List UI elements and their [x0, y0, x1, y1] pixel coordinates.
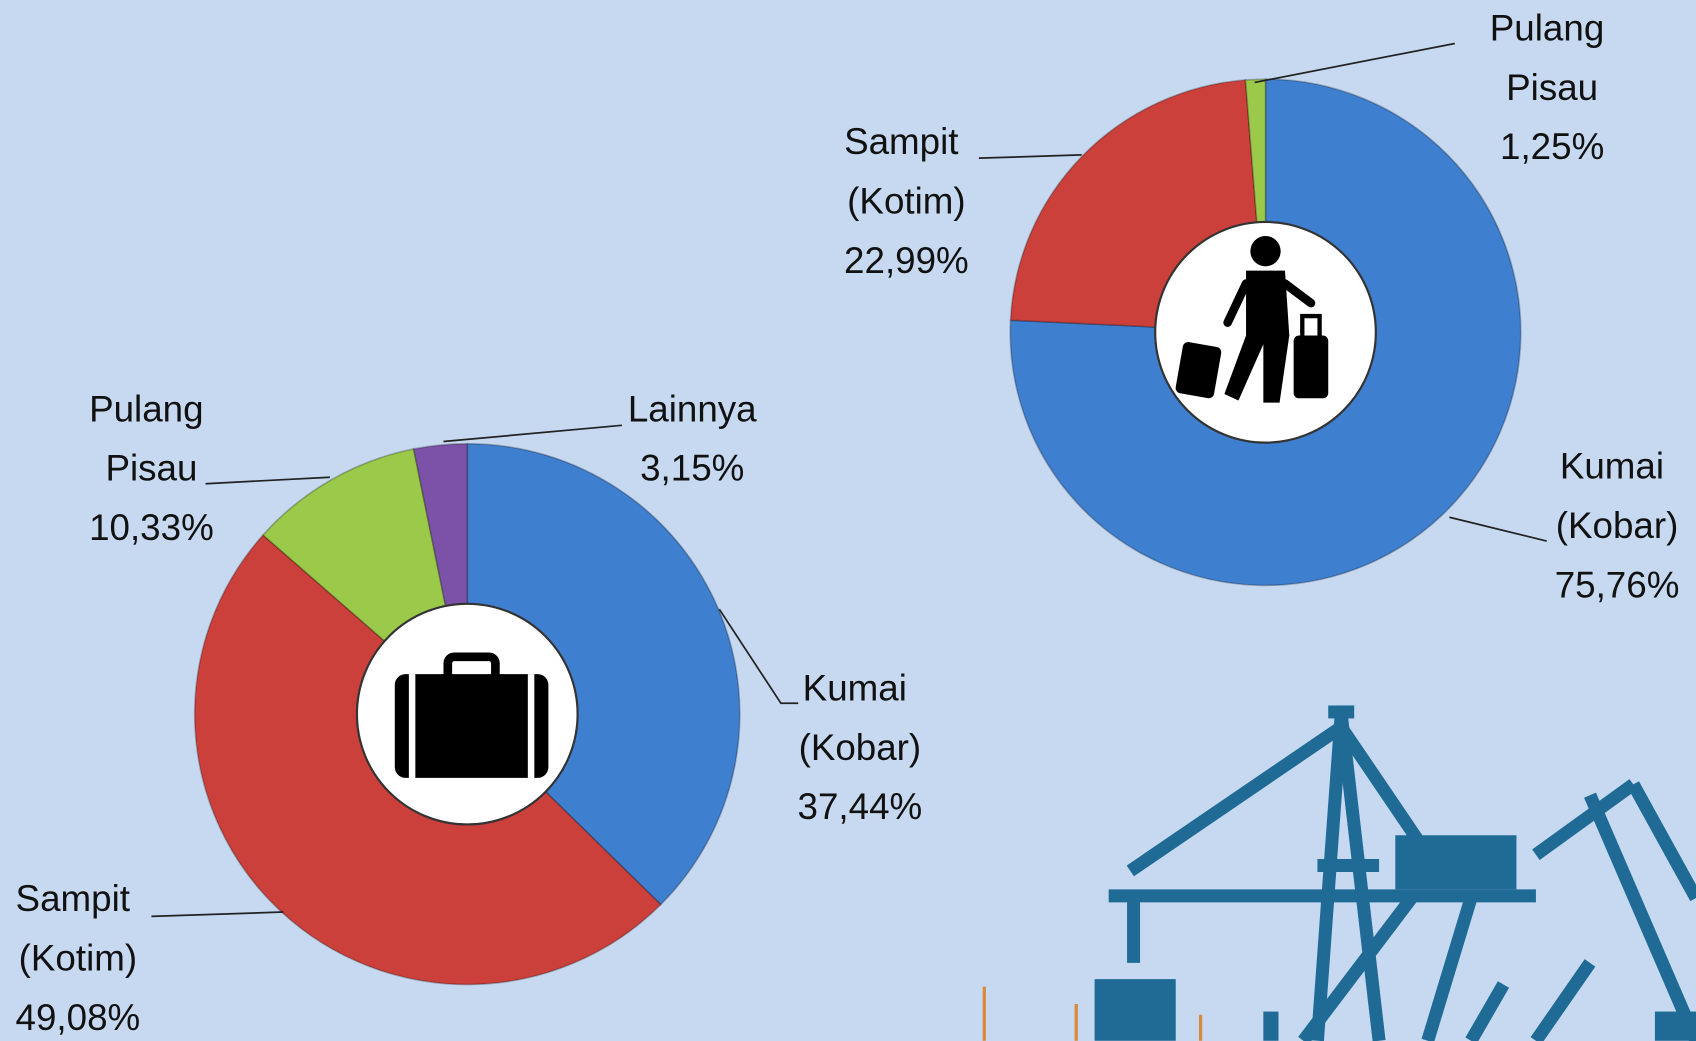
suitcase-icon [395, 657, 549, 778]
value-label: 37,44% [798, 786, 923, 827]
value-label: 10,33% [89, 507, 214, 548]
value-label: 75,76% [1555, 564, 1680, 605]
category-label: Lainnya [628, 388, 757, 429]
value-label: 3,15% [640, 447, 744, 488]
value-label: 1,25% [1500, 126, 1604, 167]
value-label: 49,08% [16, 997, 141, 1038]
value-label: 22,99% [844, 240, 969, 281]
page: Kumai (Kobar)37,44%Sampit (Kotim)49,08%P… [0, 0, 1696, 1041]
